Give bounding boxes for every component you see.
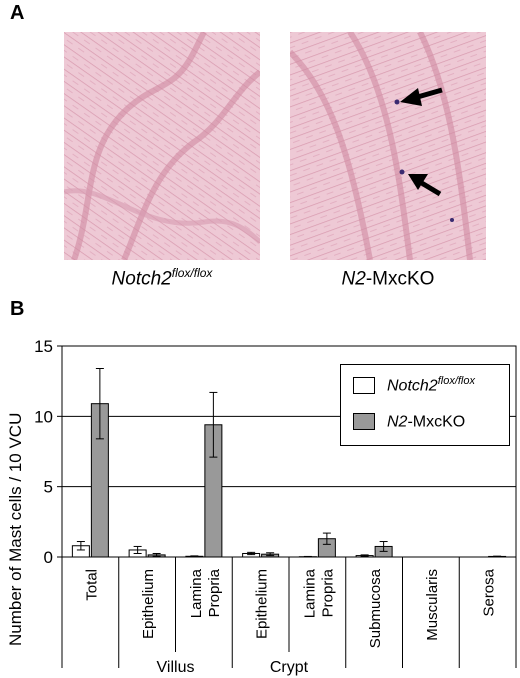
mast-cell-2 (399, 169, 405, 175)
legend-item-knockout: N2-MxcKO (353, 411, 465, 431)
micrograph-knockout (290, 32, 486, 260)
micrograph-control (64, 32, 260, 260)
mast-cell-3 (450, 218, 454, 222)
legend-label-control: Notch2flox/flox (387, 375, 475, 395)
category-label: Serosa (481, 568, 498, 616)
category-label: LaminaPropria (188, 568, 223, 618)
legend: Notch2flox/flox N2-MxcKO (340, 364, 510, 446)
category-label: LaminaPropria (301, 568, 336, 618)
legend-label-knockout: N2-MxcKO (387, 413, 466, 431)
tissue-texture-knockout (290, 32, 486, 260)
category-label: Muscularis (424, 569, 441, 641)
tissue-texture-control (64, 32, 260, 260)
category-label: Epithelium (254, 569, 271, 639)
group-label: Crypt (270, 659, 309, 676)
arrow-icon (408, 174, 442, 197)
caption-control: Notch2flox/flox (111, 266, 213, 290)
y-tick-label: 0 (44, 548, 53, 567)
mast-cell-1 (394, 99, 400, 105)
y-tick-label: 5 (44, 478, 53, 497)
y-tick-label: 10 (34, 407, 53, 426)
panel-a-label: A (10, 2, 25, 24)
panel-b-label: B (10, 298, 25, 320)
group-label: Villus (157, 659, 195, 676)
category-label: Epithelium (140, 569, 157, 639)
y-tick-label: 15 (34, 337, 53, 356)
legend-swatch-knockout (353, 412, 375, 430)
legend-swatch-control (353, 376, 375, 394)
caption-knockout: N2-MxcKO (341, 268, 435, 290)
category-label: Submucosa (367, 568, 384, 648)
category-label: Total (83, 569, 100, 601)
legend-item-control: Notch2flox/flox (353, 375, 475, 395)
arrow-icon (400, 87, 443, 106)
